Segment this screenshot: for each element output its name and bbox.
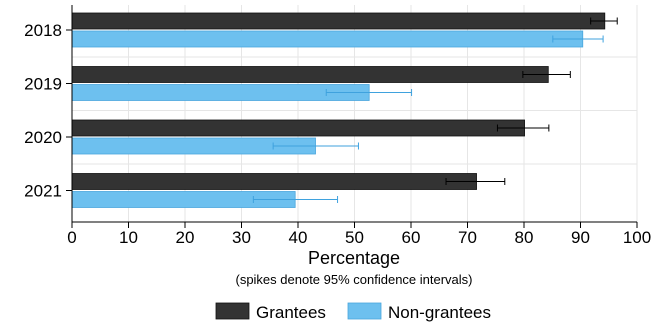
x-tick-label: 50 — [345, 228, 364, 247]
axes: 2018 2019 2020 2021 0 10 20 30 40 50 60 70 80 90 100 — [24, 5, 651, 247]
legend-label: Non-grantees — [388, 303, 491, 322]
x-tick-label: 10 — [119, 228, 138, 247]
y-tick-label: 2018 — [24, 21, 62, 40]
y-tick-label: 2020 — [24, 128, 62, 147]
legend-swatch — [215, 302, 250, 320]
error-bars — [252, 17, 618, 203]
x-tick-label: 80 — [515, 228, 534, 247]
y-tick-label: 2021 — [24, 182, 62, 201]
confidence-note: (spikes denote 95% confidence intervals) — [235, 272, 472, 287]
x-tick-label: 90 — [571, 228, 590, 247]
x-tick-label: 40 — [289, 228, 308, 247]
bar — [71, 66, 549, 83]
x-tick-label: 20 — [176, 228, 195, 247]
y-tick-label: 2019 — [24, 75, 62, 94]
bar — [71, 173, 477, 190]
x-tick-label: 100 — [623, 228, 651, 247]
bar — [71, 84, 370, 101]
bar — [71, 30, 584, 48]
legend: Grantees Non-grantees — [215, 302, 491, 322]
legend-swatch — [347, 302, 382, 320]
x-tick-label: 0 — [67, 228, 76, 247]
x-tick-label: 70 — [458, 228, 477, 247]
legend-label: Grantees — [256, 303, 326, 322]
x-axis-title: Percentage — [308, 248, 400, 268]
x-tick-label: 30 — [232, 228, 251, 247]
x-tick-label: 60 — [402, 228, 421, 247]
bars — [71, 12, 606, 208]
bar — [71, 12, 606, 30]
bar — [71, 119, 525, 137]
